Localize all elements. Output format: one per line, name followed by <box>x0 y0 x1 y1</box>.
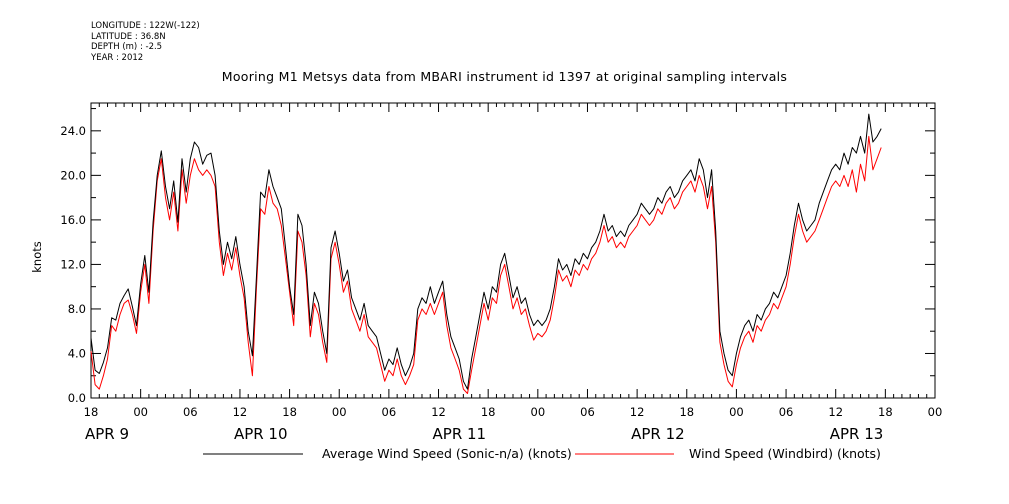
series-line-windbird <box>90 135 882 394</box>
y-tick-label: 0.0 <box>68 391 86 405</box>
latitude-label: LATITUDE : 36.8N <box>91 31 166 42</box>
x-tick-label: 06 <box>382 405 397 419</box>
day-label: APR 9 <box>85 425 129 443</box>
y-tick-label: 4.0 <box>68 346 86 360</box>
y-tick-label: 20.0 <box>60 168 86 182</box>
legend-label-0: Average Wind Speed (Sonic-n/a) (knots) <box>322 446 572 461</box>
x-tick-label: 12 <box>233 405 248 419</box>
series-layer <box>90 113 882 394</box>
x-tick-label: 00 <box>332 405 347 419</box>
x-tick-label: 18 <box>481 405 496 419</box>
legend-label-1: Wind Speed (Windbird) (knots) <box>689 446 881 461</box>
x-tick-label: 18 <box>84 405 99 419</box>
legend-layer: Average Wind Speed (Sonic-n/a) (knots) Wi… <box>203 446 881 461</box>
year-label: YEAR : 2012 <box>91 52 144 63</box>
x-tick-label: 18 <box>282 405 297 419</box>
day-label: APR 13 <box>830 425 884 443</box>
x-tick-label: 18 <box>679 405 694 419</box>
day-label: APR 12 <box>631 425 685 443</box>
day-label: APR 10 <box>234 425 288 443</box>
x-tick-label: 18 <box>878 405 893 419</box>
x-tick-label: 00 <box>928 405 943 419</box>
day-label: APR 11 <box>433 425 487 443</box>
x-tick-label: 12 <box>630 405 645 419</box>
axes-layer: 0.0 4.0 8.0 12.0 16.0 20.0 24.0 18 00 06 12 18 00 06 1… <box>60 102 943 443</box>
y-tick-label: 12.0 <box>60 257 86 271</box>
x-tick-label: 06 <box>183 405 198 419</box>
y-tick-label: 16.0 <box>60 213 86 227</box>
x-tick-label: 06 <box>580 405 595 419</box>
y-tick-label: 8.0 <box>68 302 86 316</box>
y-tick-label: 24.0 <box>60 124 86 138</box>
x-tick-label: 06 <box>779 405 794 419</box>
plot-frame <box>90 102 936 399</box>
metadata-block: LONGITUDE : 122W(-122) LATITUDE : 36.8N … <box>91 21 200 63</box>
longitude-label: LONGITUDE : 122W(-122) <box>91 21 200 31</box>
series-line-sonic <box>90 113 882 390</box>
x-tick-label: 12 <box>431 405 446 419</box>
x-tick-label: 00 <box>133 405 148 419</box>
x-tick-label: 00 <box>729 405 744 419</box>
y-axis-label: knots <box>30 241 44 273</box>
x-tick-label: 12 <box>828 405 843 419</box>
chart-title: Mooring M1 Metsys data from MBARI instru… <box>221 69 788 84</box>
depth-label: DEPTH (m) : -2.5 <box>91 42 163 52</box>
x-tick-label: 00 <box>531 405 546 419</box>
